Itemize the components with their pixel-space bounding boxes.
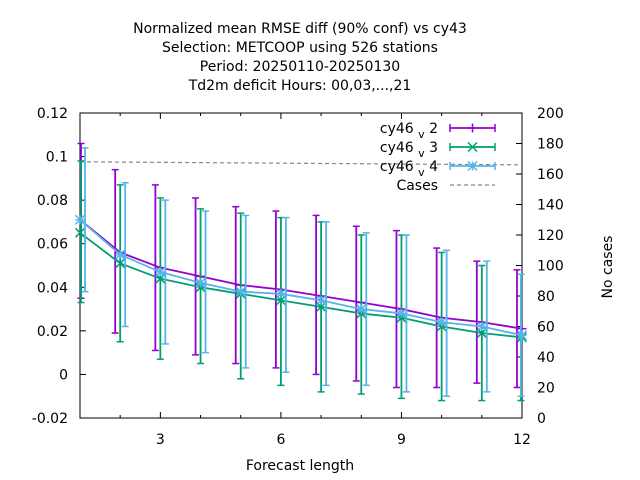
y2-tick-label: 180 <box>537 137 564 153</box>
legend-label: cy46 v 3 <box>380 140 438 160</box>
y2-tick-label: 80 <box>537 289 555 305</box>
series-line <box>79 219 523 330</box>
y-tick-label: 0.08 <box>37 193 68 209</box>
y2-tick-label: 200 <box>537 106 564 122</box>
y-tick-label: 0.06 <box>37 237 68 253</box>
y2-tick-label: 40 <box>537 350 555 366</box>
x-tick-label: 6 <box>276 432 285 448</box>
title-line-0: Normalized mean RMSE diff (90% conf) vs … <box>133 21 467 37</box>
data-point <box>115 249 126 260</box>
x-tick-label: 3 <box>156 432 165 448</box>
data-point <box>436 317 447 328</box>
series-container <box>74 142 528 402</box>
y-tick-label: -0.02 <box>32 411 68 427</box>
y2-tick-label: 0 <box>537 411 546 427</box>
data-point <box>316 295 327 306</box>
data-point <box>115 258 126 269</box>
y-tick-label: 0.1 <box>46 150 68 166</box>
legend-marker <box>467 141 478 153</box>
data-point <box>235 286 246 297</box>
data-point <box>396 308 407 319</box>
series-cy46_v2 <box>75 142 527 389</box>
data-point <box>195 277 206 288</box>
y-tick-label: 0.04 <box>37 280 68 296</box>
y2-tick-label: 140 <box>537 198 564 214</box>
chart-title: Normalized mean RMSE diff (90% conf) vs … <box>133 21 467 94</box>
legend-entry: cy46 v 4 <box>380 159 496 179</box>
legend-label-sub: v <box>418 128 425 141</box>
data-point <box>74 227 86 238</box>
x-axis-label: Forecast length <box>246 458 354 474</box>
data-point <box>74 214 86 225</box>
title-line-3: Td2m deficit Hours: 00,03,...,21 <box>188 78 412 94</box>
legend-entry: Cases <box>396 178 495 194</box>
series-cy46_v3 <box>74 160 528 402</box>
y-tick-label: 0.02 <box>37 324 68 340</box>
data-point <box>356 304 367 315</box>
series-line <box>79 219 523 337</box>
cases-line <box>79 161 523 166</box>
legend-label-main: cy46 <box>380 140 418 156</box>
legend-label-sub: v <box>418 147 425 160</box>
data-point <box>155 267 166 278</box>
y2-axis: 0 20 40 60 80 100 120 140 160 180 200 <box>516 106 564 427</box>
y2-tick-label: 100 <box>537 259 564 275</box>
legend-label-sub: v <box>418 166 425 179</box>
legend-label: Cases <box>396 178 438 194</box>
legend-label: cy46 v 2 <box>380 121 438 141</box>
y-axis: -0.02 0 0.02 0.04 0.06 0.08 0.1 0.12 <box>32 106 86 427</box>
series-line <box>79 232 523 339</box>
legend-label-suffix: 2 <box>425 121 438 137</box>
legend-label-suffix: 4 <box>425 159 438 175</box>
title-line-2: Period: 20250110-20250130 <box>200 59 400 75</box>
legend-label-main: cy46 <box>380 121 418 137</box>
y2-tick-label: 160 <box>537 167 564 183</box>
legend-label: cy46 v 4 <box>380 159 438 179</box>
y2-tick-label: 60 <box>537 320 555 336</box>
series-cy46_v4 <box>74 147 528 397</box>
y-tick-label: 0 <box>59 367 68 383</box>
y2-tick-label: 120 <box>537 228 564 244</box>
legend-marker <box>467 160 478 172</box>
data-point <box>516 330 528 341</box>
legend-label-main: cy46 <box>380 159 418 175</box>
x-axis: 3 6 9 12 <box>79 113 531 448</box>
cases-series <box>79 161 523 166</box>
legend-label-suffix: 3 <box>425 140 438 156</box>
y-tick-label: 0.12 <box>37 106 68 122</box>
legend-entry: cy46 v 2 <box>380 121 496 141</box>
legend-entry: cy46 v 3 <box>380 140 496 160</box>
data-point <box>275 288 286 299</box>
y2-tick-label: 20 <box>537 381 555 397</box>
x-tick-label: 9 <box>397 432 406 448</box>
y2-axis-label: No cases <box>600 236 616 299</box>
title-line-1: Selection: METCOOP using 526 stations <box>162 40 438 56</box>
x-tick-label: 12 <box>513 432 531 448</box>
data-point <box>476 321 487 332</box>
